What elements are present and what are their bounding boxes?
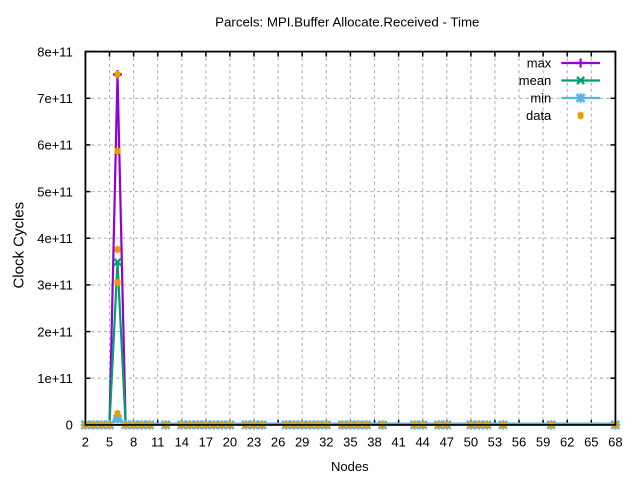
svg-text:5e+11: 5e+11 bbox=[37, 184, 73, 199]
svg-text:62: 62 bbox=[560, 434, 574, 449]
svg-text:65: 65 bbox=[584, 434, 598, 449]
svg-text:50: 50 bbox=[464, 434, 478, 449]
svg-text:2e+11: 2e+11 bbox=[37, 324, 73, 339]
svg-text:0: 0 bbox=[66, 418, 73, 433]
svg-text:41: 41 bbox=[391, 434, 405, 449]
svg-text:3e+11: 3e+11 bbox=[37, 278, 73, 293]
svg-text:38: 38 bbox=[367, 434, 381, 449]
svg-text:29: 29 bbox=[295, 434, 309, 449]
svg-text:53: 53 bbox=[488, 434, 502, 449]
svg-text:14: 14 bbox=[175, 434, 189, 449]
svg-text:17: 17 bbox=[199, 434, 213, 449]
svg-text:44: 44 bbox=[415, 434, 429, 449]
svg-text:max: max bbox=[527, 56, 552, 71]
svg-text:32: 32 bbox=[319, 434, 333, 449]
svg-text:8e+11: 8e+11 bbox=[37, 44, 73, 59]
svg-text:4e+11: 4e+11 bbox=[37, 231, 73, 246]
svg-text:5: 5 bbox=[106, 434, 113, 449]
svg-text:23: 23 bbox=[247, 434, 261, 449]
svg-text:8: 8 bbox=[130, 434, 137, 449]
svg-text:data: data bbox=[526, 108, 552, 123]
svg-text:26: 26 bbox=[271, 434, 285, 449]
svg-text:6e+11: 6e+11 bbox=[37, 138, 73, 153]
svg-text:min: min bbox=[530, 91, 551, 106]
svg-text:56: 56 bbox=[512, 434, 526, 449]
svg-text:Nodes: Nodes bbox=[331, 459, 369, 474]
svg-text:Clock Cycles: Clock Cycles bbox=[11, 202, 28, 289]
svg-text:68: 68 bbox=[608, 434, 622, 449]
svg-text:1e+11: 1e+11 bbox=[37, 371, 73, 386]
svg-text:59: 59 bbox=[536, 434, 550, 449]
svg-text:35: 35 bbox=[343, 434, 357, 449]
svg-text:Parcels: MPI.Buffer Allocate.R: Parcels: MPI.Buffer Allocate.Received - … bbox=[215, 15, 479, 30]
svg-text:47: 47 bbox=[440, 434, 454, 449]
svg-text:11: 11 bbox=[151, 434, 165, 449]
svg-text:20: 20 bbox=[223, 434, 237, 449]
svg-text:7e+11: 7e+11 bbox=[37, 91, 73, 106]
svg-text:mean: mean bbox=[519, 73, 552, 88]
svg-text:2: 2 bbox=[82, 434, 89, 449]
